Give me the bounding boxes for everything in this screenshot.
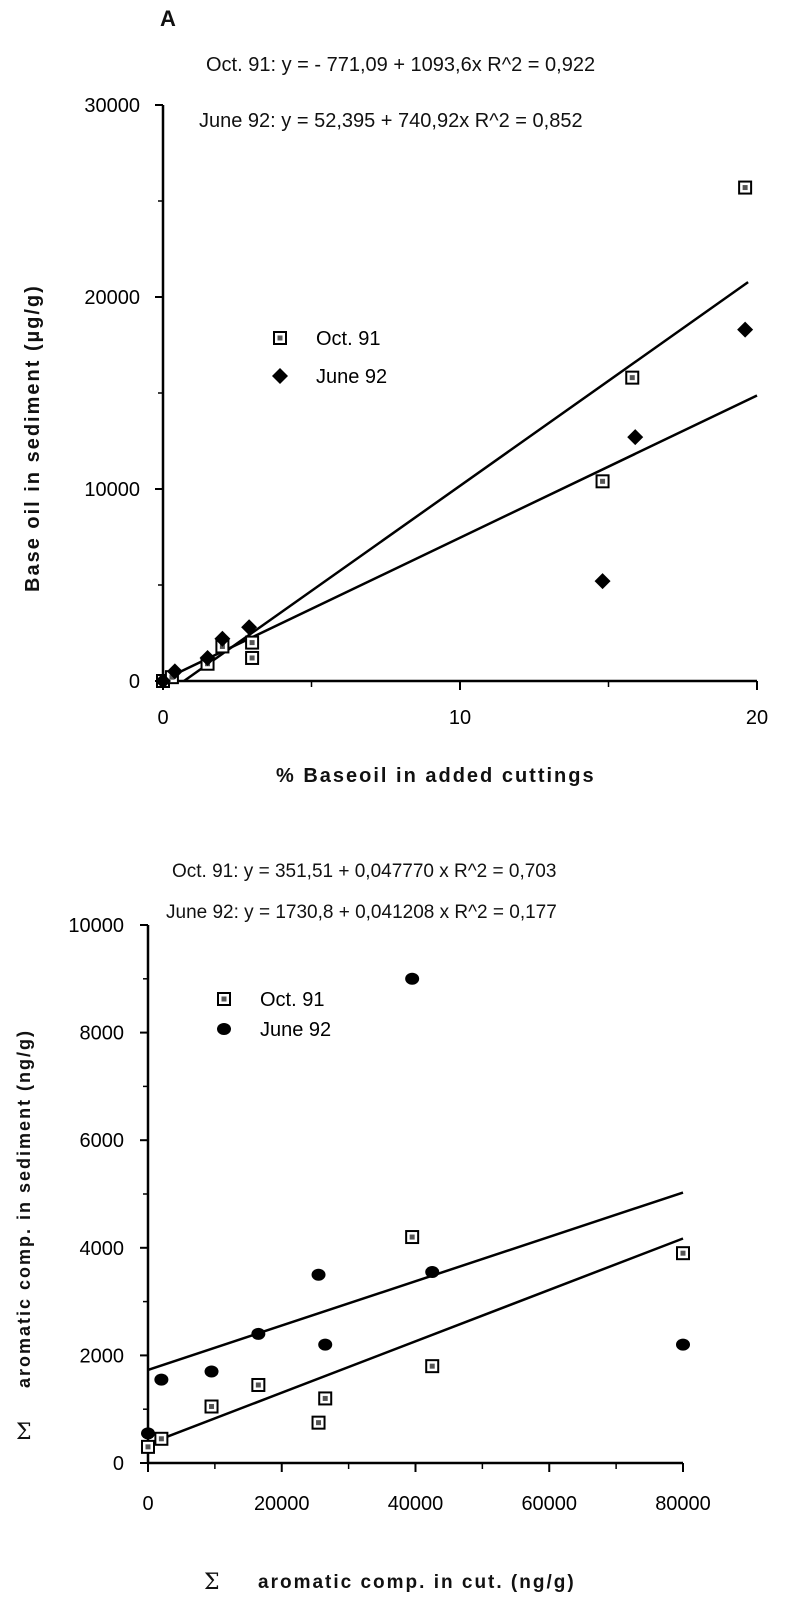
legend-label-1: Oct. 91 <box>260 989 324 1011</box>
data-point-series-2 <box>318 1338 333 1351</box>
data-point-series-2 <box>405 972 420 985</box>
chart2-equation-june92: June 92: y = 1730,8 + 0,041208 x R^2 = 0… <box>166 902 557 923</box>
x-tick-label: 0 <box>142 1493 153 1515</box>
x-tick-label: 0 <box>157 707 168 729</box>
x-tick-label: 20 <box>746 707 768 729</box>
legend-marker-1-core <box>221 996 227 1002</box>
x-tick-label: 20000 <box>254 1493 310 1515</box>
data-point-series-2 <box>627 429 644 446</box>
chart-1: 0 10000 20000 30000 0 10 20 Oct. 91 June 92 <box>84 95 768 729</box>
data-point-series-1-core <box>145 1444 151 1450</box>
y-tick-label: 10000 <box>68 915 124 937</box>
y-tick-label: 0 <box>129 671 140 693</box>
data-point-series-1-core <box>249 655 255 661</box>
data-point-series-2 <box>594 573 611 590</box>
data-point-series-1-core <box>249 640 255 646</box>
data-point-series-1-core <box>680 1250 686 1256</box>
chart1-equation-oct91: Oct. 91: y = - 771,09 + 1093,6x R^2 = 0,… <box>206 54 596 76</box>
chart2-y-sigma-symbol: Σ <box>16 1420 32 1445</box>
chart1-x-axis-label: % Baseoil in added cuttings <box>276 765 596 787</box>
data-point-series-2 <box>141 1427 155 1440</box>
data-point-series-2 <box>737 321 754 338</box>
y-tick-label: 30000 <box>84 95 140 117</box>
chart1-equation-june92: June 92: y = 52,395 + 740,92x R^2 = 0,85… <box>199 110 583 132</box>
fit-line-2 <box>147 1191 684 1372</box>
y-tick-label: 2000 <box>80 1345 125 1367</box>
data-point-series-2 <box>251 1327 266 1340</box>
fit-line-1 <box>183 281 749 683</box>
legend-marker-2 <box>272 368 288 384</box>
data-point-series-2 <box>199 649 216 666</box>
data-point-series-2 <box>155 673 171 689</box>
data-point-series-1-core <box>629 375 635 381</box>
y-tick-label: 0 <box>113 1453 124 1475</box>
chart2-x-axis-label: aromatic comp. in cut. (ng/g) <box>258 1572 576 1593</box>
data-point-series-2 <box>676 1338 690 1351</box>
fit-line-1 <box>147 1237 684 1446</box>
data-point-series-1-core <box>429 1363 435 1369</box>
x-tick-label: 10 <box>449 707 471 729</box>
chart2-x-sigma-symbol: Σ <box>204 1570 220 1595</box>
data-point-series-2 <box>311 1268 326 1281</box>
data-point-series-1-core <box>600 478 606 484</box>
legend-label-2: June 92 <box>260 1019 331 1041</box>
x-tick-label: 40000 <box>388 1493 444 1515</box>
y-tick-label: 4000 <box>80 1238 125 1260</box>
data-point-series-1-core <box>742 185 748 191</box>
data-point-series-2 <box>166 663 183 680</box>
fit-line-2 <box>162 394 758 682</box>
chart2-equation-oct91: Oct. 91: y = 351,51 + 0,047770 x R^2 = 0… <box>172 861 557 882</box>
data-point-series-1-core <box>409 1234 415 1240</box>
data-point-series-2 <box>241 619 258 636</box>
y-tick-label: 10000 <box>84 479 140 501</box>
x-tick-label: 60000 <box>521 1493 577 1515</box>
y-tick-label: 20000 <box>84 287 140 309</box>
y-tick-label: 6000 <box>80 1130 125 1152</box>
data-point-series-1-core <box>322 1395 328 1401</box>
data-point-series-1-core <box>255 1382 261 1388</box>
y-tick-label: 8000 <box>80 1023 125 1045</box>
legend-marker-1-core <box>277 335 283 341</box>
chart-2: 0 2000 4000 6000 8000 10000 0 20000 40000 60000 80… <box>68 915 710 1515</box>
x-tick-label: 80000 <box>655 1493 711 1515</box>
data-point-series-1-core <box>209 1404 215 1410</box>
figure-letter: A <box>160 6 176 31</box>
data-point-series-2 <box>154 1373 169 1386</box>
legend-marker-2 <box>217 1023 231 1035</box>
data-point-series-2 <box>204 1365 219 1378</box>
data-point-series-1-core <box>169 674 175 680</box>
legend-label-2: June 92 <box>316 366 387 388</box>
data-point-series-2 <box>425 1266 440 1279</box>
data-point-series-2 <box>214 630 231 647</box>
data-point-series-1-core <box>316 1420 322 1426</box>
legend-label-1: Oct. 91 <box>316 328 380 350</box>
data-point-series-1-core <box>158 1436 164 1442</box>
